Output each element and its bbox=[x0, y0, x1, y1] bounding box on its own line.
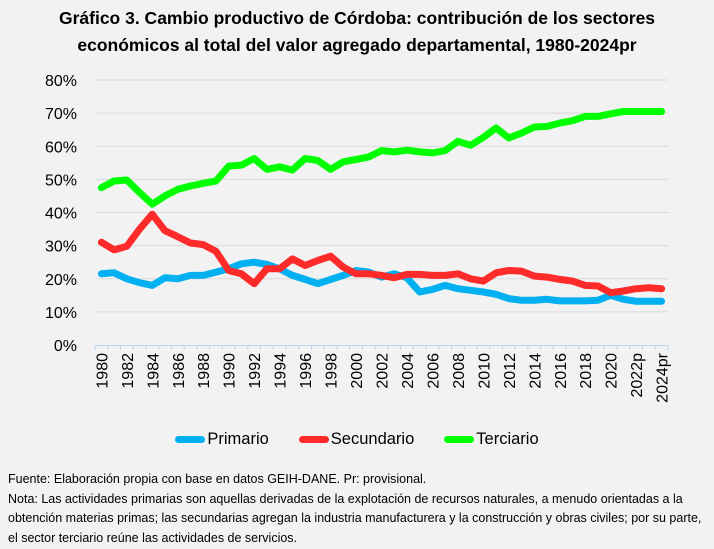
x-axis bbox=[94, 345, 669, 350]
x-tick-label: 2008 bbox=[451, 353, 468, 389]
legend-item-primario: Primario bbox=[175, 430, 269, 449]
series-lines bbox=[97, 108, 666, 305]
x-tick-label: 1996 bbox=[298, 353, 315, 389]
x-tick-label: 2002 bbox=[375, 353, 392, 389]
y-tick-label: 0% bbox=[54, 338, 77, 355]
line-chart: 0%10%20%30%40%50%60%70%80% 1980 1982 1984 1… bbox=[45, 73, 672, 403]
series-line-secundario bbox=[97, 210, 666, 297]
legend-swatch-terciario bbox=[444, 436, 475, 443]
x-tick-label: 1986 bbox=[171, 353, 188, 389]
y-tick-label: 70% bbox=[45, 106, 77, 123]
x-tick-label: 1990 bbox=[222, 353, 239, 389]
series-line-terciario bbox=[97, 108, 666, 208]
x-tick-label: 2004 bbox=[400, 353, 417, 389]
chart-title: Gráfico 3. Cambio productivo de Córdoba:… bbox=[0, 5, 714, 59]
legend-swatch-primario bbox=[175, 436, 206, 443]
x-tick-label: 2020 bbox=[604, 353, 621, 389]
x-tick-label: 1982 bbox=[120, 353, 137, 389]
x-tick-label: 1998 bbox=[324, 353, 341, 389]
legend-label-primario: Primario bbox=[207, 430, 269, 448]
x-tick-label: 2014 bbox=[527, 353, 544, 389]
legend-label-secundario: Secundario bbox=[330, 430, 415, 448]
x-tick-label: 1988 bbox=[196, 353, 213, 389]
legend-item-secundario: Secundario bbox=[298, 430, 415, 449]
chart-title-line-2: económicos al total del valor agregado d… bbox=[77, 35, 637, 55]
y-axis-tick-labels: 0% 10% 20% 30% 40% 50% 60% 70% 80% bbox=[45, 73, 77, 355]
chart-notes: Fuente: Elaboración propia con base en d… bbox=[8, 470, 710, 548]
x-tick-label: 1980 bbox=[94, 353, 111, 389]
x-tick-label: 2000 bbox=[349, 353, 366, 389]
x-tick-label: 2018 bbox=[578, 353, 595, 389]
x-tick-label: 2010 bbox=[476, 353, 493, 389]
source-note: Fuente: Elaboración propia con base en d… bbox=[8, 472, 427, 486]
chart-legend: Primario Secundario Terciario bbox=[0, 430, 714, 449]
legend-swatch-secundario bbox=[298, 436, 329, 443]
x-tick-label: 2016 bbox=[553, 353, 570, 389]
y-tick-label: 10% bbox=[45, 305, 77, 322]
x-tick-label: 1994 bbox=[273, 353, 290, 389]
x-tick-label: 2006 bbox=[425, 353, 442, 389]
y-tick-label: 60% bbox=[45, 139, 77, 156]
x-tick-label: 2012 bbox=[502, 353, 519, 389]
y-tick-label: 20% bbox=[45, 272, 77, 289]
x-tick-label: 2024pr bbox=[655, 352, 672, 402]
chart-title-line-1: Gráfico 3. Cambio productivo de Córdoba:… bbox=[58, 8, 656, 28]
y-tick-label: 50% bbox=[45, 172, 77, 189]
legend-label-terciario: Terciario bbox=[476, 430, 539, 448]
y-tick-label: 40% bbox=[45, 206, 77, 223]
y-tick-label: 30% bbox=[45, 239, 77, 256]
legend-item-terciario: Terciario bbox=[444, 430, 539, 449]
x-tick-label: 2022p bbox=[629, 353, 646, 398]
y-tick-label: 80% bbox=[45, 73, 77, 90]
x-axis-tick-labels: 1980 1982 1984 1986 1988 1990 1992 1994 1996 1998… bbox=[94, 352, 671, 402]
x-tick-label: 1984 bbox=[145, 353, 162, 389]
definition-note: Nota: Las actividades primarias son aque… bbox=[8, 491, 702, 545]
x-tick-label: 1992 bbox=[247, 353, 264, 389]
